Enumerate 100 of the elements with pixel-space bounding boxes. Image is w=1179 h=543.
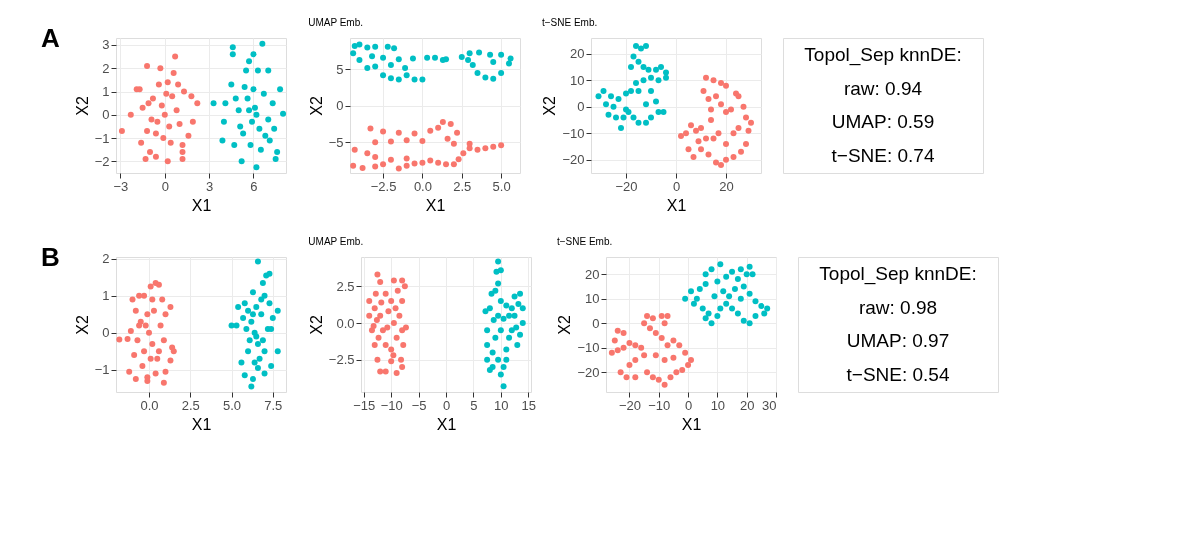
point <box>693 127 699 134</box>
point <box>515 300 522 307</box>
point <box>740 103 747 110</box>
point <box>746 290 753 297</box>
point <box>403 137 410 144</box>
point <box>188 93 195 100</box>
x-tick-label: 6 <box>250 178 258 194</box>
point <box>661 320 668 327</box>
point <box>474 146 481 153</box>
point <box>411 76 418 83</box>
point <box>374 271 381 278</box>
point <box>623 374 630 381</box>
point <box>170 348 177 355</box>
point <box>497 267 504 274</box>
point <box>652 352 659 359</box>
point <box>717 261 724 268</box>
point <box>127 111 134 118</box>
point <box>219 137 226 144</box>
point <box>411 130 418 137</box>
point <box>705 95 712 102</box>
point <box>726 293 733 300</box>
point <box>246 337 253 344</box>
point <box>249 311 256 318</box>
point <box>705 310 712 317</box>
point <box>147 283 154 290</box>
point <box>618 125 624 131</box>
x-tick-label: −5 <box>411 397 427 413</box>
point <box>254 340 261 347</box>
point <box>663 74 669 81</box>
point <box>210 100 217 107</box>
point <box>486 305 493 312</box>
chart-title: t−SNE Emb. <box>556 236 613 247</box>
point <box>503 356 510 363</box>
point <box>648 74 654 81</box>
point <box>139 104 146 111</box>
point <box>699 305 706 312</box>
point <box>519 305 526 312</box>
point <box>743 114 749 121</box>
point <box>670 337 677 344</box>
point <box>149 340 156 347</box>
point <box>723 109 729 116</box>
point <box>254 364 261 371</box>
point <box>384 324 391 331</box>
point <box>163 90 170 97</box>
point <box>138 139 145 146</box>
point <box>393 334 400 341</box>
point <box>708 106 714 113</box>
point <box>740 283 747 290</box>
x-tick-label: −3 <box>113 178 129 194</box>
point <box>633 80 639 86</box>
point <box>658 312 665 319</box>
point <box>688 288 694 295</box>
point <box>630 114 637 121</box>
point <box>166 123 173 130</box>
point <box>382 368 389 375</box>
point <box>258 296 265 303</box>
point <box>713 159 719 166</box>
point <box>700 87 707 94</box>
point <box>670 354 677 361</box>
point <box>474 70 481 77</box>
y-tick-label: −1 <box>94 362 110 378</box>
point <box>274 149 281 156</box>
y-tick-label: 0 <box>102 107 110 123</box>
point <box>630 53 637 60</box>
point <box>161 111 168 118</box>
point <box>513 324 520 331</box>
point <box>372 163 379 170</box>
point <box>748 119 754 126</box>
y-tick-label: −10 <box>577 340 600 356</box>
point <box>372 139 379 146</box>
point <box>185 132 192 139</box>
point <box>233 322 240 329</box>
point <box>679 366 686 373</box>
point <box>595 93 602 100</box>
point <box>380 54 387 61</box>
point <box>144 128 151 135</box>
point <box>388 358 395 365</box>
point <box>714 312 721 319</box>
y-axis-title: X2 <box>541 96 559 116</box>
point <box>720 288 727 295</box>
point <box>387 138 394 145</box>
point <box>608 349 615 356</box>
point <box>734 310 741 317</box>
point <box>476 49 483 56</box>
point <box>644 312 651 319</box>
point <box>432 54 438 61</box>
point <box>235 303 242 310</box>
point <box>159 296 166 303</box>
y-axis-title: X2 <box>73 315 91 335</box>
point <box>259 279 266 286</box>
point <box>254 258 261 265</box>
point <box>655 77 662 84</box>
point <box>698 146 704 153</box>
point <box>162 311 169 318</box>
point <box>710 77 717 84</box>
point <box>392 305 399 312</box>
point <box>160 379 167 386</box>
point <box>435 124 442 131</box>
point <box>375 334 382 341</box>
y-tick-label: 0 <box>592 315 600 331</box>
